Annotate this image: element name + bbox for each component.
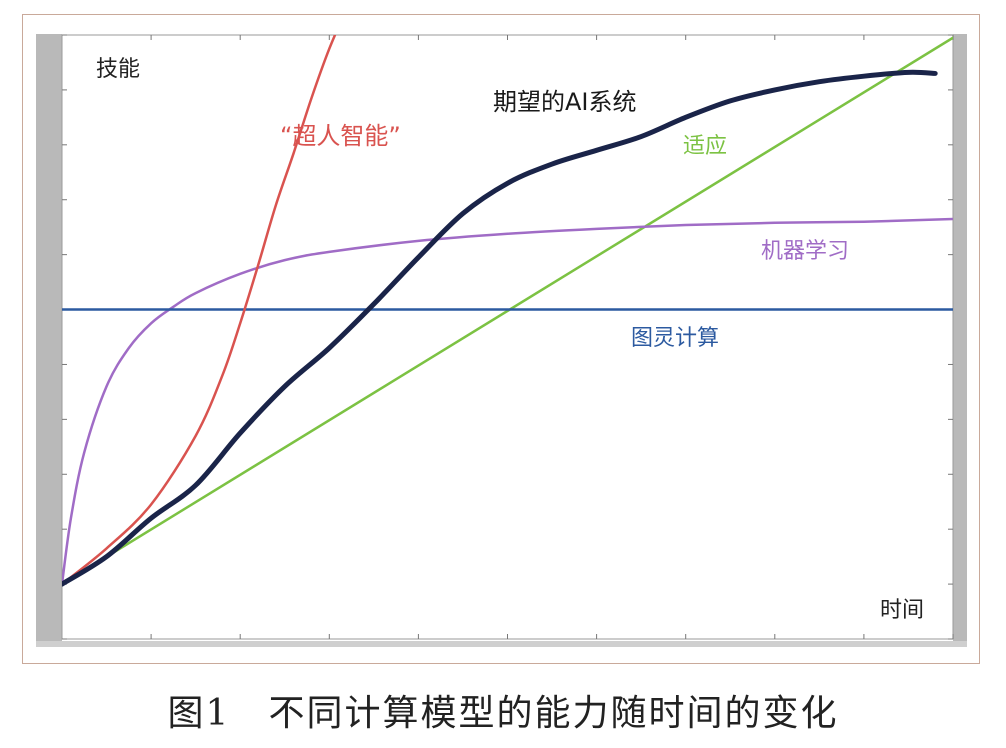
series-line-3 xyxy=(62,217,953,586)
right-grey-band xyxy=(953,34,967,643)
bottom-grey-band xyxy=(36,641,967,647)
x-axis-label: 时间 xyxy=(880,598,924,623)
y-axis-label: 技能 xyxy=(96,57,140,82)
series-label-adaptation: 适应 xyxy=(683,134,727,159)
figure-caption: 图1 不同计算模型的能力随时间的变化 xyxy=(167,693,839,734)
plot-area xyxy=(61,34,954,640)
series-line-2 xyxy=(62,36,953,586)
left-grey-band xyxy=(36,34,62,643)
series-label-superhuman: “超人智能” xyxy=(280,122,401,150)
series-line-1 xyxy=(62,69,938,587)
series-label-machine-learning: 机器学习 xyxy=(761,239,849,264)
series-line-0 xyxy=(62,35,337,586)
series-label-desired-ai: 期望的AI系统 xyxy=(493,88,637,116)
series-label-turing: 图灵计算 xyxy=(631,326,719,351)
